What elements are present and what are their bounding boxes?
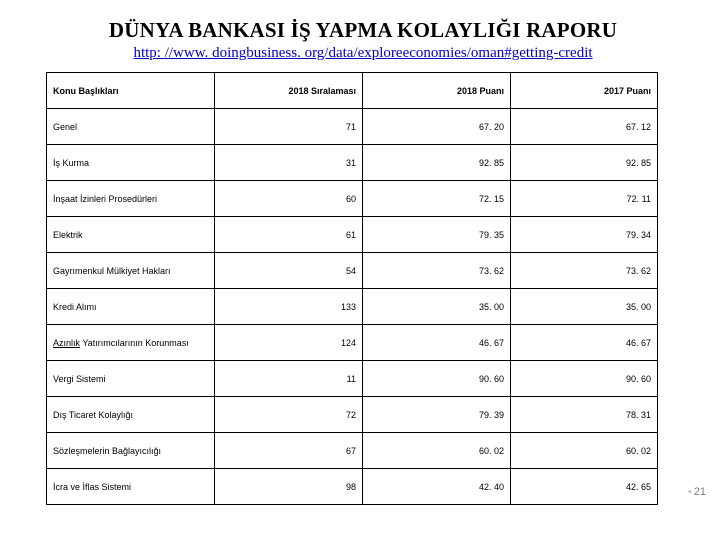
source-link[interactable]: http: //www. doingbusiness. org/data/exp… — [133, 45, 592, 61]
cell-value: 133 — [215, 289, 363, 325]
col-header-score2018: 2018 Puanı — [363, 73, 511, 109]
cell-value: 78. 31 — [511, 397, 658, 433]
cell-topic: Dış Ticaret Kolaylığı — [47, 397, 215, 433]
cell-topic: İcra ve İflas Sistemi — [47, 469, 215, 505]
cell-value: 73. 62 — [363, 253, 511, 289]
cell-topic: Genel — [47, 109, 215, 145]
col-header-rank2018: 2018 Sıralaması — [215, 73, 363, 109]
bullet-icon: • — [688, 486, 692, 498]
table-row: Kredi Alımı13335. 0035. 00 — [47, 289, 658, 325]
source-link-wrapper: http: //www. doingbusiness. org/data/exp… — [46, 45, 680, 62]
cell-value: 42. 40 — [363, 469, 511, 505]
table-row: Gayrımenkul Mülkiyet Hakları5473. 6273. … — [47, 253, 658, 289]
cell-value: 60. 02 — [511, 433, 658, 469]
cell-value: 67 — [215, 433, 363, 469]
cell-topic: İş Kurma — [47, 145, 215, 181]
table-row: Vergi Sistemi1190. 6090. 60 — [47, 361, 658, 397]
cell-topic-rest: Yatırımcılarının Korunması — [80, 338, 189, 348]
cell-value: 124 — [215, 325, 363, 361]
table-row: İş Kurma3192. 8592. 85 — [47, 145, 658, 181]
cell-value: 90. 60 — [363, 361, 511, 397]
cell-value: 35. 00 — [363, 289, 511, 325]
table-row: Azınlık Yatırımcılarının Korunması12446.… — [47, 325, 658, 361]
table-row: Dış Ticaret Kolaylığı7279. 3978. 31 — [47, 397, 658, 433]
cell-topic: Gayrımenkul Mülkiyet Hakları — [47, 253, 215, 289]
col-header-score2017: 2017 Puanı — [511, 73, 658, 109]
cell-value: 71 — [215, 109, 363, 145]
table-header-row: Konu Başlıkları 2018 Sıralaması 2018 Pua… — [47, 73, 658, 109]
cell-topic: Elektrik — [47, 217, 215, 253]
underlined-word: Azınlık — [53, 338, 80, 348]
cell-value: 31 — [215, 145, 363, 181]
data-table: Konu Başlıkları 2018 Sıralaması 2018 Pua… — [46, 72, 658, 505]
cell-value: 72. 11 — [511, 181, 658, 217]
cell-value: 46. 67 — [511, 325, 658, 361]
cell-value: 35. 00 — [511, 289, 658, 325]
cell-topic: Kredi Alımı — [47, 289, 215, 325]
table-body: Genel7167. 2067. 12İş Kurma3192. 8592. 8… — [47, 109, 658, 505]
table-row: Sözleşmelerin Bağlayıcılığı6760. 0260. 0… — [47, 433, 658, 469]
cell-value: 98 — [215, 469, 363, 505]
cell-value: 54 — [215, 253, 363, 289]
cell-value: 92. 85 — [363, 145, 511, 181]
cell-topic: Azınlık Yatırımcılarının Korunması — [47, 325, 215, 361]
cell-value: 46. 67 — [363, 325, 511, 361]
col-header-topic: Konu Başlıkları — [47, 73, 215, 109]
table-row: Elektrik6179. 3579. 34 — [47, 217, 658, 253]
cell-value: 90. 60 — [511, 361, 658, 397]
cell-value: 60. 02 — [363, 433, 511, 469]
cell-topic: Vergi Sistemi — [47, 361, 215, 397]
page-title: DÜNYA BANKASI İŞ YAPMA KOLAYLIĞI RAPORU — [46, 18, 680, 43]
table-head: Konu Başlıkları 2018 Sıralaması 2018 Pua… — [47, 73, 658, 109]
cell-value: 60 — [215, 181, 363, 217]
cell-value: 61 — [215, 217, 363, 253]
cell-value: 42. 65 — [511, 469, 658, 505]
page-number: •21 — [688, 486, 706, 498]
cell-value: 72 — [215, 397, 363, 433]
cell-value: 67. 20 — [363, 109, 511, 145]
cell-value: 92. 85 — [511, 145, 658, 181]
cell-value: 79. 34 — [511, 217, 658, 253]
table-row: İnşaat İzinleri Prosedürleri6072. 1572. … — [47, 181, 658, 217]
cell-topic: İnşaat İzinleri Prosedürleri — [47, 181, 215, 217]
cell-value: 67. 12 — [511, 109, 658, 145]
cell-value: 11 — [215, 361, 363, 397]
page-root: DÜNYA BANKASI İŞ YAPMA KOLAYLIĞI RAPORU … — [0, 0, 720, 540]
cell-value: 72. 15 — [363, 181, 511, 217]
page-number-value: 21 — [694, 486, 706, 498]
cell-value: 79. 39 — [363, 397, 511, 433]
table-row: İcra ve İflas Sistemi9842. 4042. 65 — [47, 469, 658, 505]
cell-value: 79. 35 — [363, 217, 511, 253]
table-row: Genel7167. 2067. 12 — [47, 109, 658, 145]
cell-value: 73. 62 — [511, 253, 658, 289]
cell-topic: Sözleşmelerin Bağlayıcılığı — [47, 433, 215, 469]
